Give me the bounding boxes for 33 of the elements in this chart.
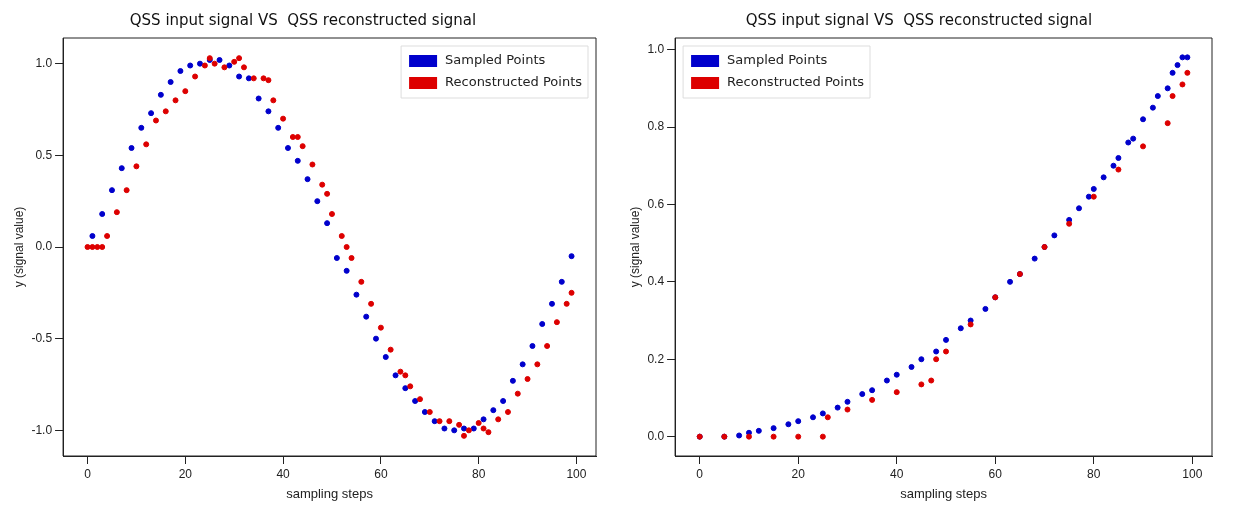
x-tick-label: 80: [471, 466, 486, 481]
x-tick-label: 0: [84, 466, 92, 481]
y-tick-label: 0.5: [35, 147, 53, 162]
y-tick-label: 0.0: [35, 239, 53, 254]
x-axis-title: sampling steps: [900, 485, 988, 501]
legend-label: Reconstructed Points: [445, 74, 583, 90]
y-tick-label: -0.5: [31, 330, 53, 345]
legend-label: Sampled Points: [727, 52, 828, 68]
y-tick-label: 1.0: [647, 41, 665, 56]
x-tick-label: 40: [276, 466, 291, 481]
x-tick-label: 20: [791, 466, 806, 481]
x-tick-label: 20: [178, 466, 193, 481]
y-tick-label: 0.2: [647, 351, 665, 366]
legend-label: Sampled Points: [445, 52, 546, 68]
legend-label: Reconstructed Points: [727, 74, 865, 90]
x-tick-label: 100: [566, 466, 587, 481]
chart-title: QSS input signal VS QSS reconstructed signal: [745, 10, 1093, 29]
x-axis-title: sampling steps: [286, 485, 374, 501]
y-tick-label: 0.8: [647, 119, 665, 134]
y-tick-label: 1.0: [35, 55, 53, 70]
x-tick-label: 60: [374, 466, 388, 481]
x-tick-label: 60: [988, 466, 1003, 481]
y-axis-title: y (signal value): [627, 206, 642, 288]
x-tick-label: 0: [696, 466, 704, 481]
y-axis-title: y (signal value): [11, 206, 26, 288]
y-tick-label: 0.4: [647, 274, 665, 289]
x-tick-label: 80: [1087, 466, 1101, 481]
x-tick-label: 40: [890, 466, 904, 481]
y-tick-label: -1.0: [31, 422, 53, 437]
y-tick-label: 0.0: [647, 428, 665, 443]
y-tick-label: 0.6: [647, 196, 665, 211]
chart-title: QSS input signal VS QSS reconstructed signal: [129, 10, 477, 29]
x-tick-label: 100: [1182, 466, 1203, 481]
